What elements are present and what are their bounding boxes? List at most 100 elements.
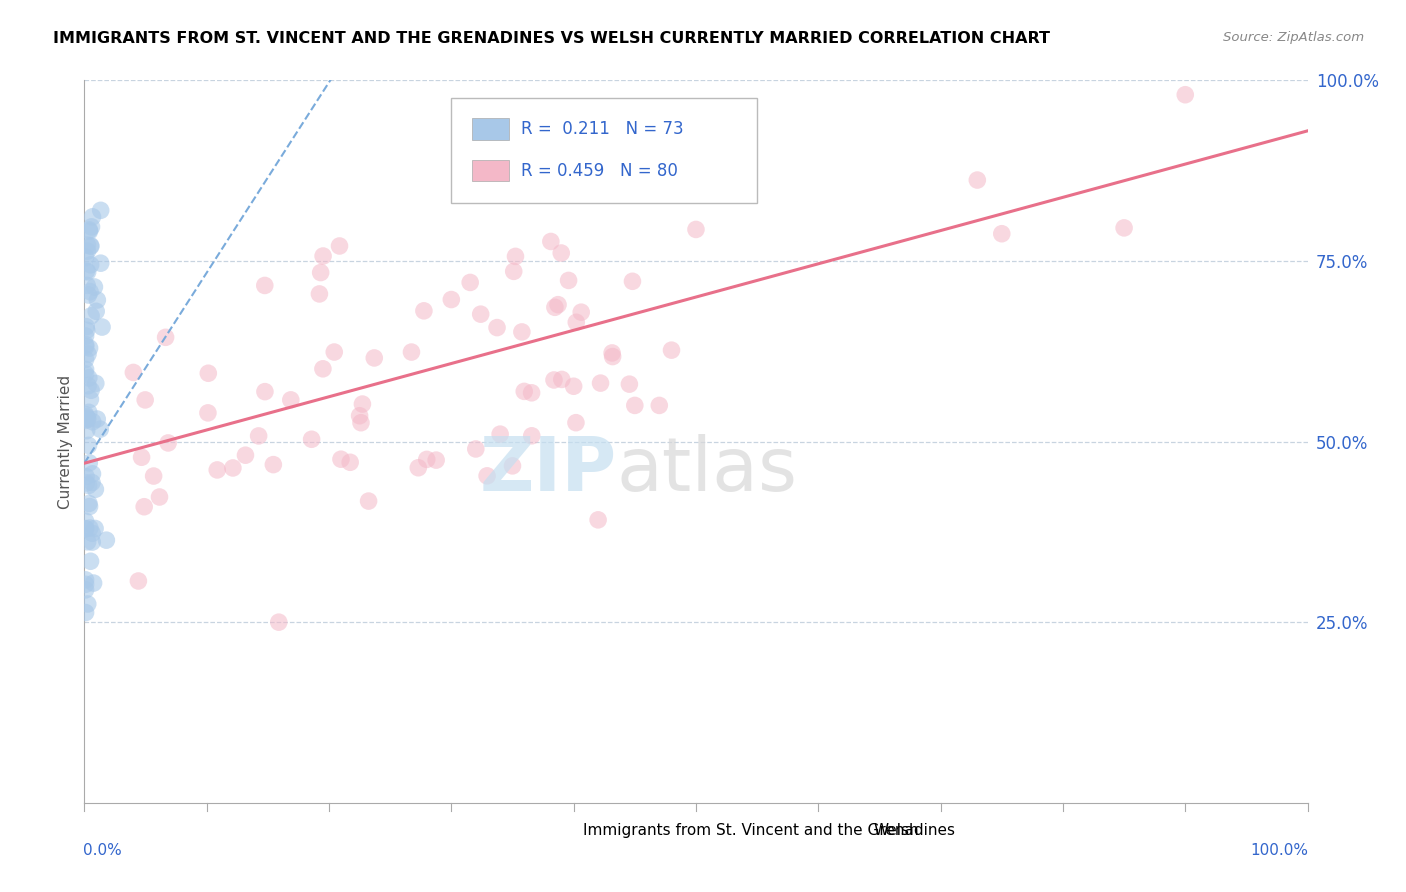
Point — [600, 346, 623, 360]
Point — [312, 361, 335, 376]
Point — [131, 450, 153, 465]
Point — [619, 377, 641, 392]
Point — [82, 535, 104, 549]
Point — [475, 468, 498, 483]
Point — [75, 319, 97, 334]
Point — [543, 373, 565, 387]
Point — [352, 397, 374, 411]
Point — [401, 345, 423, 359]
Point — [157, 436, 180, 450]
Point — [253, 384, 276, 399]
Point — [207, 463, 229, 477]
Point — [79, 521, 101, 535]
Point — [76, 238, 98, 252]
Point — [312, 249, 335, 263]
Point — [544, 301, 567, 315]
Point — [602, 350, 624, 364]
Point — [86, 293, 108, 307]
Point — [80, 239, 103, 253]
Point — [247, 429, 270, 443]
Point — [77, 478, 100, 492]
Point — [75, 408, 97, 422]
Point — [685, 222, 707, 236]
Point — [76, 424, 98, 438]
Point — [330, 452, 353, 467]
Point — [966, 173, 988, 187]
Point — [75, 337, 97, 351]
Point — [84, 376, 107, 391]
Point — [142, 469, 165, 483]
Text: ZIP: ZIP — [479, 434, 616, 507]
Point — [280, 392, 302, 407]
Point — [75, 251, 97, 265]
Point — [440, 293, 463, 307]
Point — [75, 606, 97, 620]
Bar — [550, 823, 576, 838]
Point — [197, 406, 219, 420]
Point — [134, 500, 156, 514]
Point — [557, 273, 579, 287]
Point — [323, 345, 346, 359]
Text: Immigrants from St. Vincent and the Grenadines: Immigrants from St. Vincent and the Gren… — [583, 823, 956, 838]
Point — [134, 392, 156, 407]
Point — [83, 576, 105, 591]
Point — [408, 460, 430, 475]
Point — [75, 409, 97, 424]
Point — [80, 219, 103, 234]
Point — [75, 522, 97, 536]
Point — [76, 278, 98, 293]
Point — [586, 513, 609, 527]
Point — [339, 455, 361, 469]
Point — [520, 429, 543, 443]
Point — [308, 287, 330, 301]
Point — [349, 409, 371, 423]
Point — [75, 582, 97, 597]
Point — [75, 329, 97, 343]
Point — [197, 366, 219, 380]
Point — [77, 347, 100, 361]
Point — [75, 573, 97, 587]
Point — [76, 597, 98, 611]
Point — [82, 415, 104, 429]
Point — [412, 303, 434, 318]
Point — [77, 438, 100, 452]
Point — [502, 458, 524, 473]
Point — [75, 413, 97, 427]
Point — [589, 376, 612, 390]
Point — [350, 416, 373, 430]
Point — [84, 304, 107, 318]
Point — [75, 577, 97, 591]
Point — [82, 526, 104, 541]
Text: 0.0%: 0.0% — [83, 843, 122, 857]
Point — [357, 494, 380, 508]
Text: Welsh: Welsh — [873, 823, 920, 838]
Point — [122, 366, 145, 380]
Point — [76, 323, 98, 337]
Point — [80, 238, 103, 252]
Point — [547, 298, 569, 312]
Point — [79, 554, 101, 568]
Point — [510, 325, 533, 339]
Text: atlas: atlas — [616, 434, 797, 507]
Point — [520, 385, 543, 400]
Point — [79, 285, 101, 299]
Point — [80, 384, 103, 398]
Point — [79, 341, 101, 355]
Point — [621, 274, 644, 288]
Point — [148, 490, 170, 504]
Point — [425, 453, 447, 467]
Point — [127, 574, 149, 588]
Point — [253, 278, 276, 293]
Point — [79, 500, 101, 514]
Point — [267, 615, 290, 630]
Point — [416, 452, 439, 467]
Point — [76, 412, 98, 426]
Point — [76, 244, 98, 259]
Point — [75, 514, 97, 528]
Point — [77, 378, 100, 392]
Point — [624, 398, 647, 412]
Point — [505, 249, 527, 263]
Y-axis label: Currently Married: Currently Married — [58, 375, 73, 508]
Point — [80, 309, 103, 323]
Point — [550, 246, 572, 260]
